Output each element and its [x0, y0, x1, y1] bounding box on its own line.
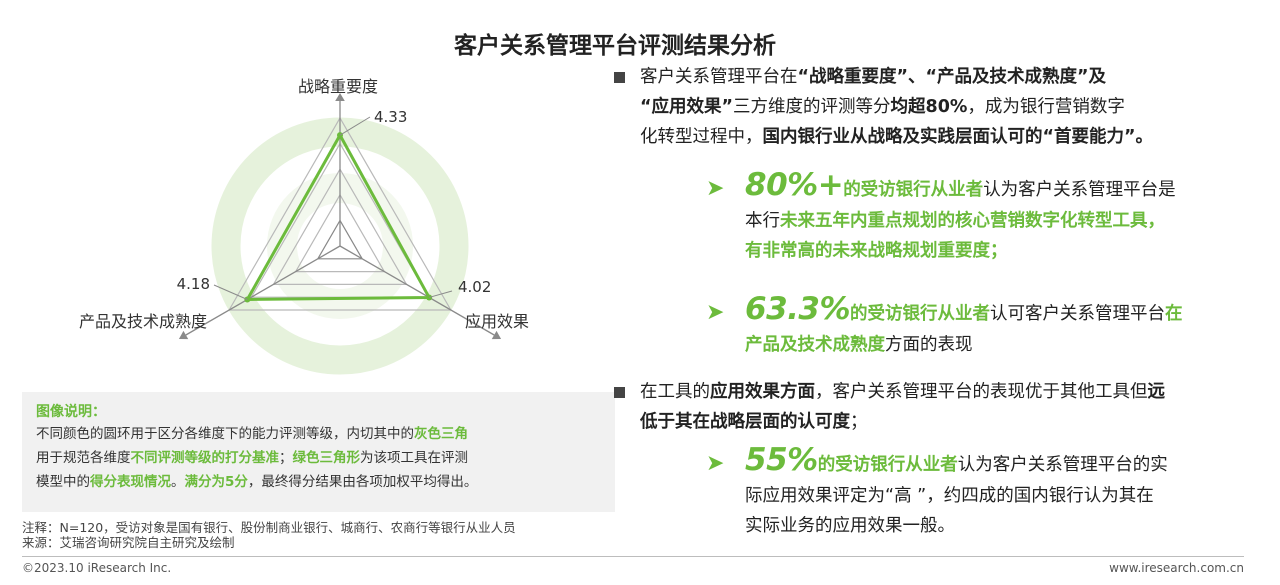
grid-triangle [316, 219, 364, 260]
legend-line-3: 模型中的得分表现情况。满分为5分，最终得分结果由各项加权平均得出。 [36, 470, 601, 494]
axis-line [339, 245, 495, 336]
legend-text: 模型中的 [36, 474, 90, 490]
legend-text: 为该项工具在评测 [360, 450, 468, 466]
paragraph-2: 在工具的应用效果方面，客户关系管理平台的表现优于其他工具但远 低于其在战略层面的… [640, 377, 1260, 437]
grid-triangle [272, 167, 408, 285]
axis-arrow-icon [491, 330, 502, 340]
stat-55: 55% [745, 442, 818, 478]
page-title: 客户关系管理平台评测结果分析 [454, 33, 776, 59]
arrow-right-icon: ➤ [706, 300, 725, 325]
bullet-line: 际应用效果评定为“高 ”，约四成的国内银行认为其在 [745, 486, 1154, 506]
bullet-line: 80%+的受访银行从业者认为客户关系管理平台是 [745, 167, 1176, 203]
bullet-3: 55%的受访银行从业者认为客户关系管理平台的实 际应用效果评定为“高 ”，约四成… [745, 445, 1245, 541]
axis-label: 产品及技术成熟度 [79, 312, 207, 331]
arrow-right-icon: ➤ [706, 176, 725, 201]
bullet-square-icon [614, 387, 625, 398]
paragraph-line: “应用效果”三方维度的评测等分均超80%，成为银行营销数字 [640, 97, 1125, 117]
paragraph-line: 低于其在战略层面的认可度； [640, 412, 868, 432]
bullet-line: 63.3%的受访银行从业者认可客户关系管理平台在 [745, 291, 1183, 327]
bullet-line: 实际业务的应用效果一般。 [745, 516, 955, 536]
footnotes: 注释：N=120，受访对象是国有银行、股份制商业银行、城商行、农商行等银行从业人… [22, 520, 516, 550]
paragraph-line: 化转型过程中，国内银行业从战略及实践层面认可的“首要能力”。 [640, 127, 1154, 147]
note-text: 注释：N=120，受访对象是国有银行、股份制商业银行、城商行、农商行等银行从业人… [22, 520, 516, 535]
series-point [337, 132, 343, 139]
legend-line-1: 不同颜色的圆环用于区分各维度下的能力评测等级，内切其中的灰色三角 [36, 422, 601, 446]
legend-text: ； [279, 450, 293, 466]
value-label: 4.33 [374, 108, 407, 126]
value-leader-line [339, 116, 371, 136]
axis-label: 应用效果 [465, 312, 529, 331]
bullet-square-icon [614, 72, 625, 83]
bullet-2: 63.3%的受访银行从业者认可客户关系管理平台在 产品及技术成熟度方面的表现 [745, 294, 1245, 360]
grid-triangle [294, 193, 386, 273]
bullet-1: 80%+的受访银行从业者认为客户关系管理平台是 本行未来五年内重点规划的核心营销… [745, 170, 1245, 266]
legend-highlight: 灰色三角 [414, 426, 468, 442]
axis-arrow-icon [178, 330, 189, 340]
stat-63: 63.3% [745, 291, 851, 327]
paragraph-1: 客户关系管理平台在“战略重要度”、“产品及技术成熟度”及 “应用效果”三方维度的… [640, 62, 1265, 152]
value-leader-line [428, 290, 453, 298]
paragraph-line: 在工具的应用效果方面，客户关系管理平台的表现优于其他工具但远 [640, 382, 1165, 402]
axis-line [185, 245, 341, 336]
value-leader-line [213, 284, 248, 300]
copyright-text: ©2023.10 iResearch Inc. [22, 561, 172, 575]
legend-text: 不同颜色的圆环用于区分各维度下的能力评测等级，内切其中的 [36, 426, 414, 442]
legend-line-2: 用于规范各维度不同评测等级的打分基准；绿色三角形为该项工具在评测 [36, 446, 601, 470]
series-triangle [245, 133, 431, 302]
arrow-right-icon: ➤ [706, 451, 725, 476]
paragraph-line: 客户关系管理平台在“战略重要度”、“产品及技术成熟度”及 [640, 67, 1107, 87]
legend-box: 图像说明： 不同颜色的圆环用于区分各维度下的能力评测等级，内切其中的灰色三角 用… [22, 392, 615, 512]
legend-text: ，最终得分结果由各项加权平均得出。 [247, 474, 478, 490]
axis-label: 战略重要度 [298, 77, 378, 96]
source-text: 来源：艾瑞咨询研究院自主研究及绘制 [22, 535, 235, 550]
axis-arrow-icon [335, 93, 345, 101]
bullet-line: 产品及技术成熟度方面的表现 [745, 335, 973, 355]
value-label: 4.18 [177, 275, 210, 293]
bullet-line: 55%的受访银行从业者认为客户关系管理平台的实 [745, 442, 1168, 478]
legend-highlight: 不同评测等级的打分基准 [130, 450, 280, 466]
legend-text: 用于规范各维度 [36, 450, 131, 466]
website-text: www.iresearch.com.cn [1109, 561, 1244, 575]
legend-highlight: 绿色三角形 [292, 450, 361, 466]
bullet-line: 有非常高的未来战略规划重要度； [745, 241, 1008, 261]
footer-divider [22, 556, 1244, 557]
legend-highlight: 满分为5分 [184, 474, 248, 490]
value-label: 4.02 [458, 278, 491, 296]
grid-triangle [228, 116, 452, 311]
stat-80: 80%+ [745, 167, 844, 203]
legend-title: 图像说明： [36, 404, 106, 420]
legend-highlight: 得分表现情况 [90, 474, 171, 490]
legend-text: 。 [171, 474, 185, 490]
bullet-line: 本行未来五年内重点规划的核心营销数字化转型工具， [745, 211, 1165, 231]
